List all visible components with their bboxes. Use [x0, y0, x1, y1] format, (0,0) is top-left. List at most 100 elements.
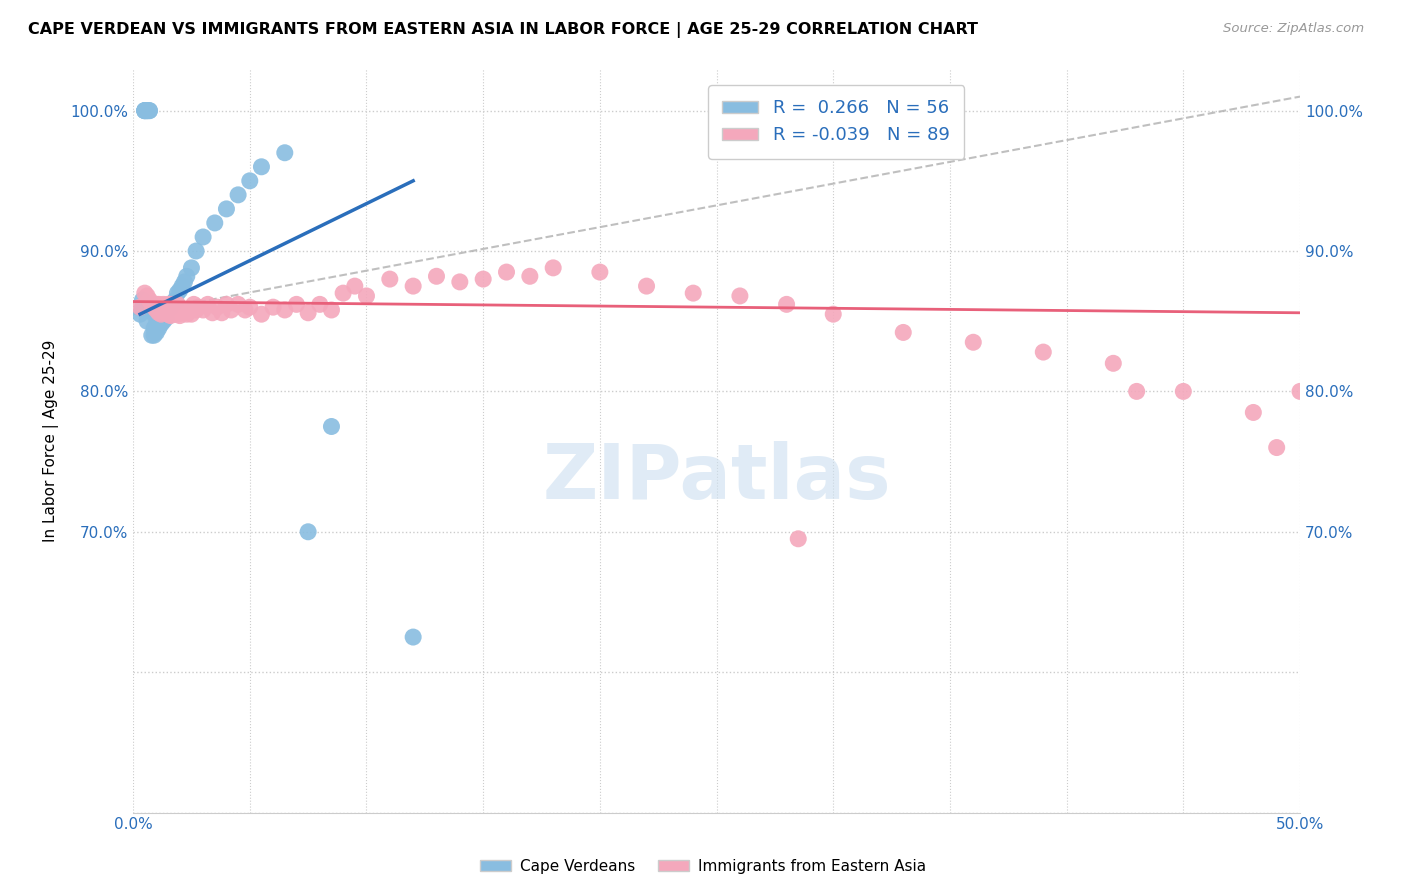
- Point: [211, 306, 233, 320]
- Point: [165, 306, 187, 320]
- Point: [143, 328, 166, 343]
- Point: [425, 269, 447, 284]
- Point: [191, 230, 214, 244]
- Point: [148, 321, 170, 335]
- Point: [150, 317, 173, 331]
- Point: [152, 309, 174, 323]
- Point: [201, 306, 224, 320]
- Point: [285, 297, 308, 311]
- Point: [138, 103, 160, 118]
- Point: [129, 300, 152, 314]
- Y-axis label: In Labor Force | Age 25-29: In Labor Force | Age 25-29: [44, 339, 59, 541]
- Point: [143, 321, 166, 335]
- Point: [173, 303, 195, 318]
- Point: [169, 300, 191, 314]
- Point: [297, 524, 319, 539]
- Point: [402, 630, 425, 644]
- Point: [787, 532, 810, 546]
- Point: [172, 279, 194, 293]
- Point: [274, 303, 297, 318]
- Point: [155, 311, 177, 326]
- Point: [250, 160, 273, 174]
- Point: [162, 297, 184, 311]
- Point: [184, 244, 207, 258]
- Point: [143, 300, 166, 314]
- Point: [162, 307, 184, 321]
- Point: [449, 275, 471, 289]
- Point: [148, 306, 170, 320]
- Point: [308, 297, 330, 311]
- Point: [169, 283, 191, 297]
- Point: [148, 297, 170, 311]
- Point: [157, 307, 180, 321]
- Point: [129, 307, 152, 321]
- Point: [152, 303, 174, 318]
- Point: [775, 297, 797, 311]
- Point: [172, 306, 194, 320]
- Point: [378, 272, 401, 286]
- Point: [1102, 356, 1125, 370]
- Point: [332, 286, 354, 301]
- Point: [321, 303, 343, 318]
- Point: [157, 297, 180, 311]
- Text: Source: ZipAtlas.com: Source: ZipAtlas.com: [1223, 22, 1364, 36]
- Point: [134, 103, 156, 118]
- Point: [143, 307, 166, 321]
- Point: [823, 307, 845, 321]
- Point: [297, 306, 319, 320]
- Point: [159, 309, 181, 323]
- Point: [215, 202, 238, 216]
- Point: [180, 260, 202, 275]
- Point: [187, 300, 209, 314]
- Point: [1173, 384, 1195, 399]
- Point: [169, 309, 191, 323]
- Point: [1125, 384, 1147, 399]
- Point: [891, 326, 914, 340]
- Point: [162, 297, 184, 311]
- Point: [166, 307, 188, 321]
- Point: [150, 303, 173, 318]
- Point: [589, 265, 612, 279]
- Point: [152, 297, 174, 311]
- Point: [519, 269, 541, 284]
- Point: [138, 293, 160, 307]
- Point: [682, 286, 704, 301]
- Point: [141, 328, 163, 343]
- Point: [962, 335, 984, 350]
- Point: [177, 303, 200, 318]
- Point: [136, 103, 159, 118]
- Point: [233, 303, 256, 318]
- Point: [180, 307, 202, 321]
- Point: [165, 293, 187, 307]
- Point: [157, 303, 180, 318]
- Point: [141, 297, 163, 311]
- Point: [197, 297, 219, 311]
- Point: [148, 303, 170, 318]
- Point: [134, 286, 156, 301]
- Text: ZIPatlas: ZIPatlas: [543, 441, 891, 515]
- Point: [173, 275, 195, 289]
- Point: [728, 289, 751, 303]
- Point: [239, 300, 262, 314]
- Point: [159, 303, 181, 318]
- Point: [262, 300, 284, 314]
- Point: [541, 260, 564, 275]
- Point: [134, 103, 156, 118]
- Point: [226, 187, 249, 202]
- Point: [136, 103, 159, 118]
- Point: [145, 297, 167, 311]
- Point: [205, 300, 228, 314]
- Point: [138, 300, 160, 314]
- Point: [495, 265, 517, 279]
- Point: [141, 303, 163, 318]
- Point: [166, 286, 188, 301]
- Point: [155, 300, 177, 314]
- Point: [134, 103, 156, 118]
- Point: [150, 300, 173, 314]
- Legend: Cape Verdeans, Immigrants from Eastern Asia: Cape Verdeans, Immigrants from Eastern A…: [474, 853, 932, 880]
- Point: [343, 279, 366, 293]
- Legend: R =  0.266   N = 56, R = -0.039   N = 89: R = 0.266 N = 56, R = -0.039 N = 89: [709, 85, 965, 159]
- Point: [1265, 441, 1288, 455]
- Point: [134, 103, 156, 118]
- Point: [274, 145, 297, 160]
